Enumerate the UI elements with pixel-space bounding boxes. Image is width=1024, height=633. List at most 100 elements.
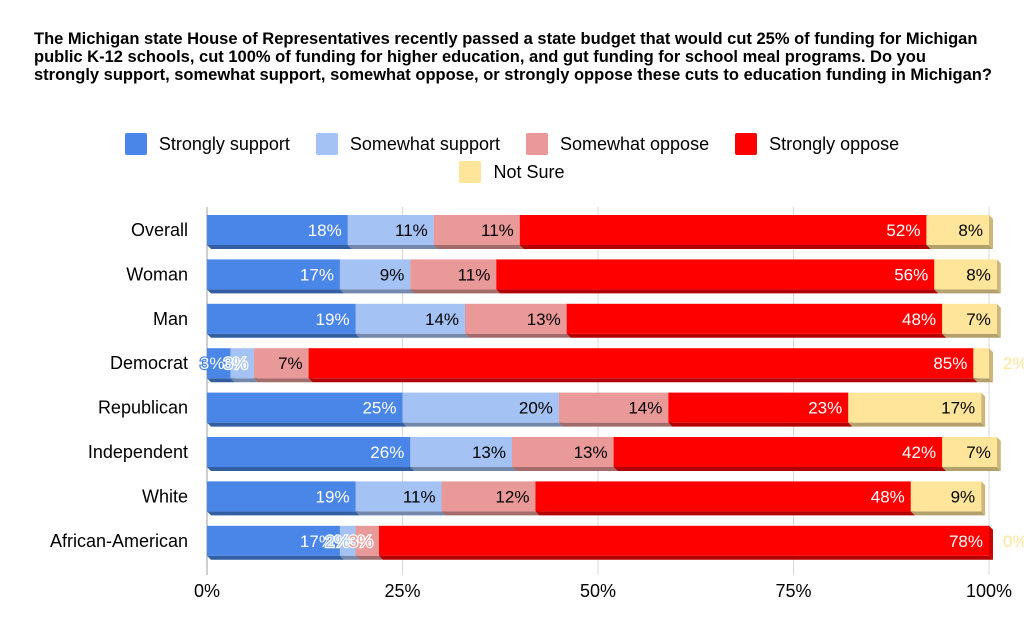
bar-segment	[535, 481, 911, 512]
data-label: 19%	[316, 487, 350, 506]
bar-segment-shadow	[207, 555, 344, 560]
bar-segment-shadow	[848, 422, 986, 427]
bar-segment	[910, 481, 982, 512]
bar-segment-shadow	[934, 289, 1001, 294]
bar-segment-shadow	[558, 422, 673, 427]
x-tick-label: 100%	[966, 581, 1012, 601]
x-tick-label: 50%	[580, 581, 616, 601]
legend-row: Strongly support Somewhat support Somewhat…	[0, 130, 1024, 158]
category-label: Overall	[131, 220, 188, 240]
legend-swatch	[735, 133, 758, 155]
data-label: 7%	[966, 443, 991, 462]
data-label: 13%	[574, 443, 608, 462]
bar-segment-shadow	[535, 511, 915, 516]
bar-segment-side	[996, 437, 1001, 471]
data-label: 2%	[325, 532, 350, 551]
bar-segment-shadow	[519, 245, 931, 249]
data-label: 78%	[949, 532, 983, 551]
bar-segment-side	[989, 215, 993, 249]
bar-segment	[519, 215, 927, 245]
legend-swatch	[124, 133, 147, 155]
bar-segment-side	[989, 348, 993, 383]
bar-segment	[441, 481, 536, 512]
legend-swatch	[315, 133, 338, 155]
bar-segment	[207, 215, 348, 245]
data-label: 19%	[316, 310, 350, 329]
bar-segment-side	[981, 392, 986, 427]
bar-segment-shadow	[253, 378, 313, 383]
bar-segment-shadow	[207, 245, 352, 249]
data-label: 25%	[362, 399, 396, 418]
bar-segment	[668, 392, 849, 423]
bar-segment-shadow	[910, 511, 986, 516]
data-label: 7%	[278, 354, 303, 373]
bar-segment-shadow	[339, 555, 360, 560]
bar-segment	[207, 525, 340, 556]
bar-segment-shadow	[668, 422, 853, 427]
data-label: 56%	[894, 265, 928, 284]
bar-segment	[207, 303, 356, 334]
bar-segment	[465, 303, 567, 334]
legend-label: Not Sure	[493, 161, 565, 182]
bar-segment	[347, 215, 434, 245]
data-label: 85%	[933, 354, 967, 373]
legend-item: Somewhat oppose	[525, 133, 710, 155]
bar-segment-shadow	[347, 245, 438, 249]
bar-segment	[511, 437, 614, 467]
chart-title: The Michigan state House of Representati…	[34, 30, 992, 84]
category-label: White	[142, 486, 188, 506]
data-label: 11%	[481, 221, 514, 240]
data-label: 9%	[380, 265, 405, 284]
data-label: 26%	[370, 443, 404, 462]
bar-segment	[253, 348, 309, 379]
bar-segment	[207, 481, 356, 512]
bar-segment	[230, 348, 254, 379]
bar-segment	[566, 303, 943, 334]
data-label: 52%	[886, 221, 920, 240]
data-label: 12%	[495, 487, 529, 506]
bar-segment	[207, 392, 403, 423]
bar-segment	[402, 392, 559, 423]
data-label: 11%	[395, 221, 428, 240]
bar-segment-shadow	[308, 378, 978, 383]
data-label: 2%	[1003, 354, 1024, 373]
data-label: 18%	[308, 221, 342, 240]
bar-segment-shadow	[402, 422, 563, 427]
legend-label: Strongly support	[158, 133, 290, 154]
data-label: 20%	[519, 399, 553, 418]
bar-segment-shadow	[613, 467, 947, 471]
bar-segment-shadow	[511, 467, 618, 471]
bar-segment-shadow	[355, 511, 446, 516]
data-label: 23%	[808, 399, 842, 418]
bar-segment-shadow	[207, 333, 360, 338]
bar-segment	[308, 348, 974, 379]
bar-segment	[848, 392, 982, 423]
bar-segment	[942, 437, 997, 467]
legend-row: Not Sure	[0, 158, 1024, 186]
legend-item: Strongly oppose	[735, 133, 899, 155]
data-label: 14%	[628, 399, 662, 418]
bar-segment	[496, 259, 935, 290]
category-label: Democrat	[110, 353, 188, 373]
legend-swatch	[459, 161, 482, 183]
legend-label: Somewhat oppose	[559, 133, 710, 154]
bar-segment-shadow	[942, 467, 1001, 471]
bar-segment	[379, 525, 989, 556]
data-label: 11%	[403, 487, 436, 506]
legend-item: Somewhat support	[315, 133, 500, 155]
bar-segment	[613, 437, 943, 467]
category-label: Republican	[98, 398, 188, 418]
bar-segment-shadow	[410, 289, 501, 294]
bar-segment-shadow	[207, 422, 407, 427]
legend-item: Not Sure	[459, 161, 565, 183]
bar-segment	[926, 215, 989, 245]
bar-segment-shadow	[339, 289, 415, 294]
legend-label: Strongly oppose	[769, 133, 900, 154]
category-label: Man	[153, 309, 188, 329]
bar-segment-shadow	[207, 467, 415, 471]
bar-segment	[339, 525, 356, 556]
bar-segment-shadow	[207, 378, 235, 383]
bar-segment-shadow	[379, 555, 993, 560]
data-label: 3%	[348, 532, 373, 551]
